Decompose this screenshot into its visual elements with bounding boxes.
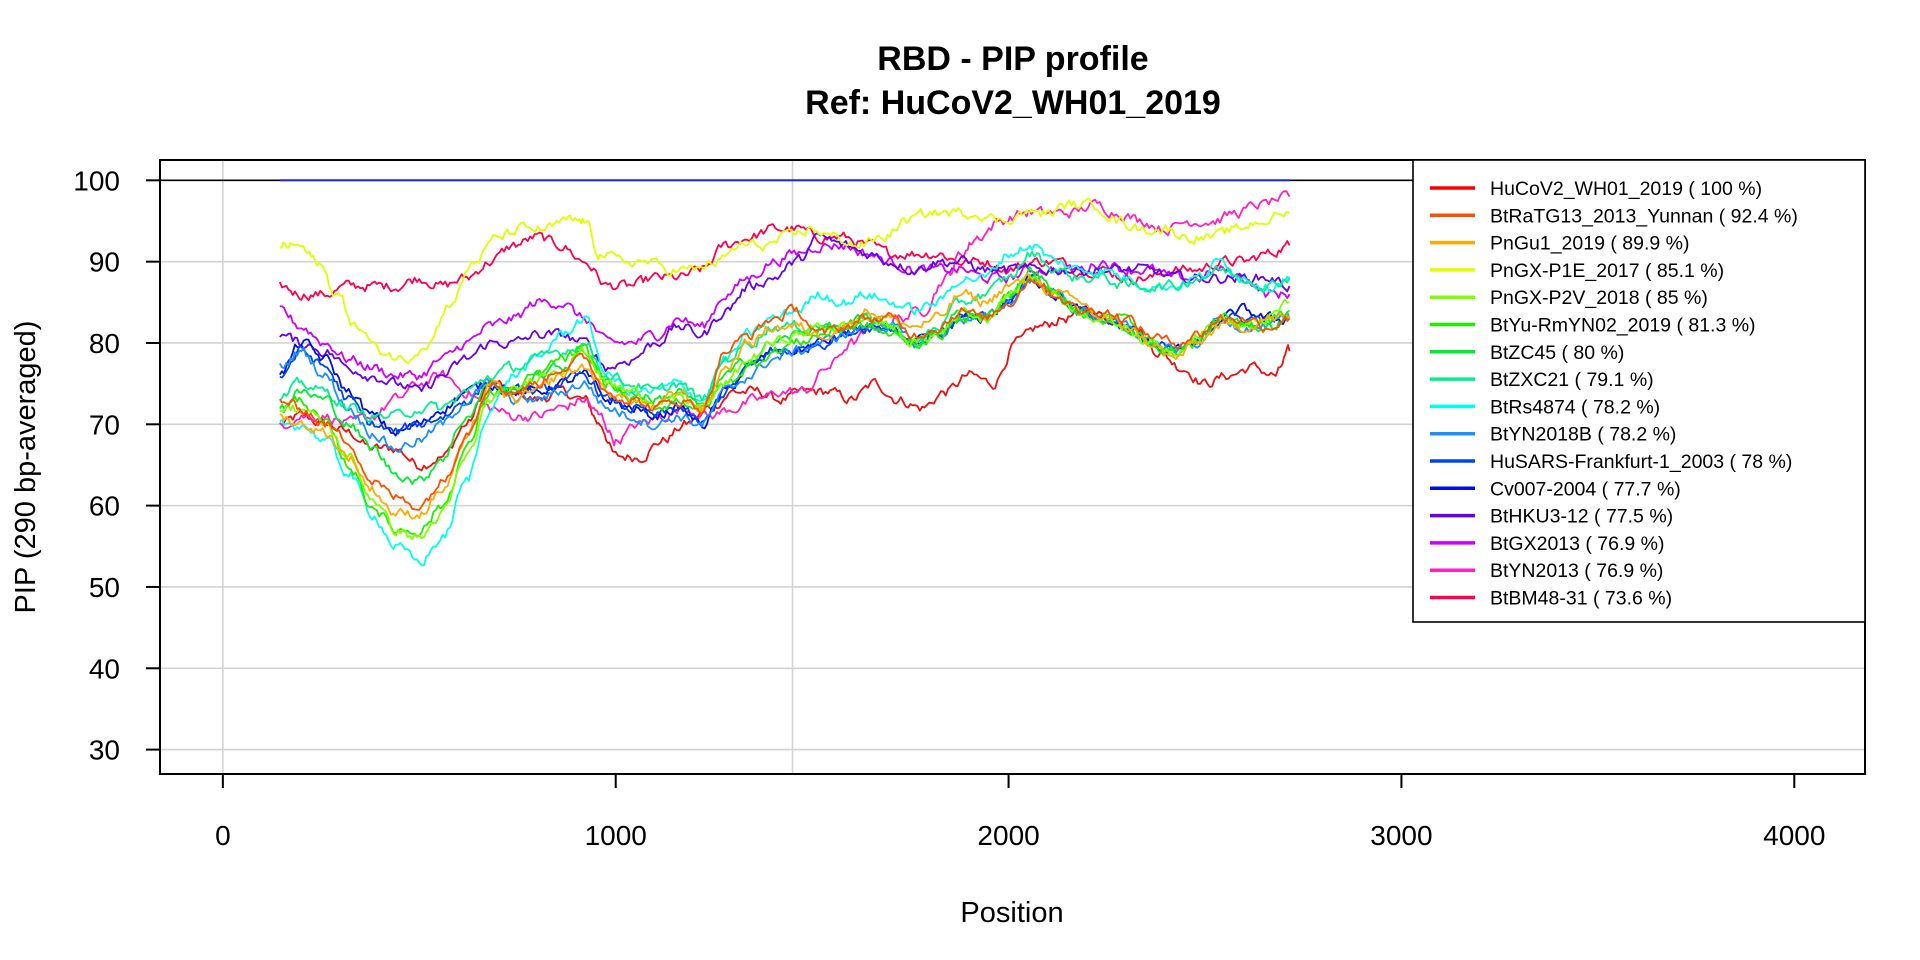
series-group (278, 179, 1291, 566)
y-tick-label: 30 (89, 735, 120, 766)
x-tick-label: 1000 (585, 820, 647, 851)
y-tick-label: 60 (89, 491, 120, 522)
series-line (279, 190, 1291, 447)
y-axis-label: PIP (290 bp-averaged) (10, 321, 42, 614)
x-axis-label: Position (960, 897, 1063, 929)
y-tick-label: 40 (89, 653, 120, 684)
series-line (279, 272, 1291, 520)
series-line (279, 250, 1291, 423)
x-tick-label: 0 (215, 820, 231, 851)
legend-label: BtYN2013 ( 76.9 %) (1490, 560, 1663, 582)
legend-label: BtZC45 ( 80 %) (1490, 342, 1624, 364)
x-tick-label: 3000 (1370, 820, 1432, 851)
legend-label: BtYN2018B ( 78.2 %) (1490, 424, 1676, 446)
legend-label: BtRaTG13_2013_Yunnan ( 92.4 %) (1490, 205, 1798, 227)
legend-label: HuCoV2_WH01_2019 ( 100 %) (1490, 178, 1762, 200)
legend-label: BtGX2013 ( 76.9 %) (1490, 533, 1665, 555)
legend-label: BtYu-RmYN02_2019 ( 81.3 %) (1490, 315, 1756, 337)
legend-label: HuSARS-Frankfurt-1_2003 ( 78 %) (1490, 451, 1792, 473)
legend-label: PnGu1_2019 ( 89.9 %) (1490, 233, 1689, 255)
legend-label: BtZXC21 ( 79.1 %) (1490, 369, 1654, 391)
y-tick-label: 90 (89, 247, 120, 278)
series-line (279, 274, 1291, 538)
legend-label: PnGX-P2V_2018 ( 85 %) (1490, 287, 1708, 309)
legend: HuCoV2_WH01_2019 ( 100 %) BtRaTG13_2013_Y… (1412, 159, 1866, 623)
x-tick-label: 4000 (1763, 820, 1825, 851)
y-tick-label: 50 (89, 572, 120, 603)
series-line (279, 232, 1291, 392)
series-line (279, 197, 1290, 365)
legend-label: Cv007-2004 ( 77.7 %) (1490, 478, 1681, 500)
chart-subtitle: Ref: HuCoV2_WH01_2019 (805, 84, 1221, 122)
y-tick-label: 100 (73, 165, 120, 196)
series-line (279, 274, 1290, 437)
chart-title: RBD - PIP profile (877, 40, 1148, 78)
series-line (279, 274, 1291, 435)
x-axis: 0 1000 2000 3000 4000 (215, 774, 1825, 851)
legend-label: BtRs4874 ( 78.2 %) (1490, 396, 1660, 418)
legend-label: BtBM48-31 ( 73.6 %) (1490, 588, 1672, 610)
legend-box (1412, 159, 1866, 623)
y-tick-label: 80 (89, 328, 120, 359)
legend-label: PnGX-P1E_2017 ( 85.1 %) (1490, 260, 1724, 282)
legend-label: BtHKU3-12 ( 77.5 %) (1490, 506, 1673, 528)
series-line (279, 243, 1290, 566)
x-tick-label: 2000 (977, 820, 1039, 851)
y-axis: 30 40 50 60 70 80 90 100 (73, 165, 160, 766)
y-tick-label: 70 (89, 409, 120, 440)
series-line (279, 278, 1291, 511)
